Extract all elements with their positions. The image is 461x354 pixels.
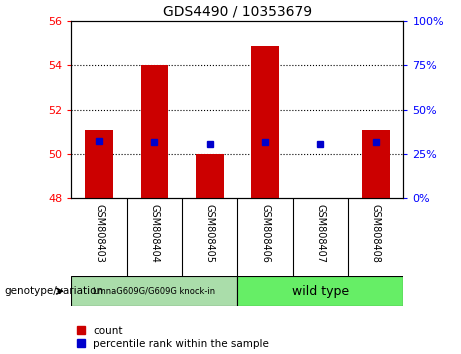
Bar: [237, 276, 403, 306]
Text: genotype/variation: genotype/variation: [5, 286, 104, 296]
Bar: [362, 130, 390, 198]
Bar: [307, 199, 334, 201]
Text: GSM808407: GSM808407: [315, 205, 325, 263]
Text: GSM808405: GSM808405: [205, 205, 215, 263]
Title: GDS4490 / 10353679: GDS4490 / 10353679: [163, 5, 312, 19]
Bar: [251, 46, 279, 198]
Text: GSM808408: GSM808408: [371, 205, 381, 263]
Bar: [196, 154, 224, 198]
Text: GSM808406: GSM808406: [260, 205, 270, 263]
Text: LmnaG609G/G609G knock-in: LmnaG609G/G609G knock-in: [94, 287, 215, 296]
Bar: [71, 276, 237, 306]
Text: GSM808403: GSM808403: [94, 205, 104, 263]
Bar: [141, 65, 168, 198]
Legend: count, percentile rank within the sample: count, percentile rank within the sample: [77, 326, 269, 349]
Text: wild type: wild type: [292, 285, 349, 298]
Text: GSM808404: GSM808404: [149, 205, 160, 263]
Bar: [85, 130, 113, 198]
